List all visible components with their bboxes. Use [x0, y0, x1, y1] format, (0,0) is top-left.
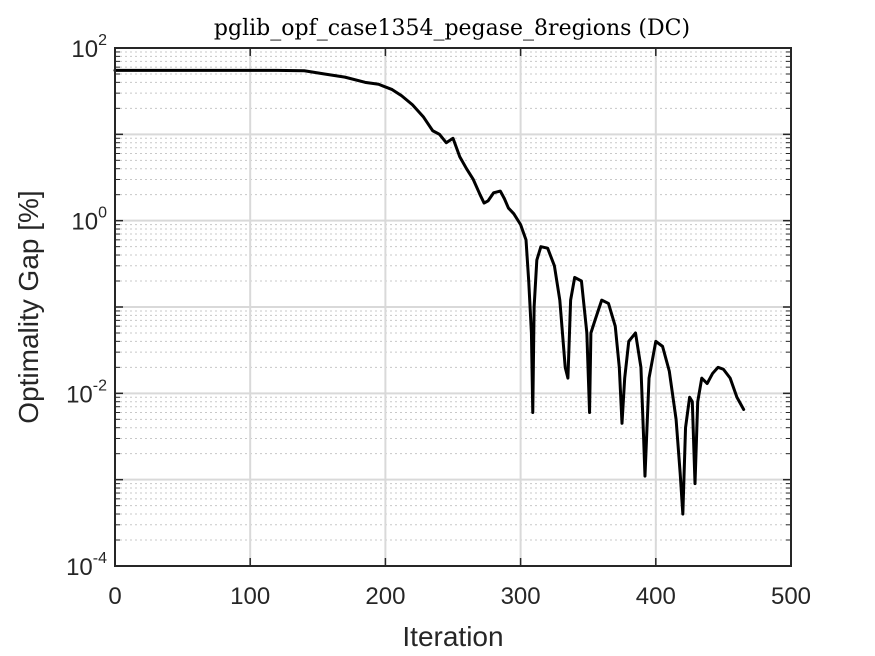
x-tick-label: 300: [501, 583, 541, 610]
x-tick-labels: 0 100 200 300 400 500: [108, 583, 811, 610]
plot-frame: [114, 47, 792, 567]
y-tick-label: 100: [71, 205, 107, 236]
x-tick-label: 500: [771, 583, 811, 610]
y-tick-labels: 10-4 10-2 100 102: [66, 32, 107, 581]
x-tick-label: 400: [636, 583, 676, 610]
x-tick-label: 200: [365, 583, 405, 610]
series-line: [113, 68, 746, 516]
y-tick-label: 10-2: [66, 377, 107, 408]
x-tick-label: 100: [230, 583, 270, 610]
chart-title: pglib_opf_case1354_pegase_8regions (DC): [214, 16, 690, 41]
x-axis-title: Iteration: [402, 621, 503, 652]
y-tick-label: 102: [71, 32, 107, 63]
x-tick-label: 0: [108, 583, 121, 610]
y-axis-title: Optimality Gap [%]: [13, 190, 44, 423]
y-tick-label: 10-4: [66, 550, 107, 581]
